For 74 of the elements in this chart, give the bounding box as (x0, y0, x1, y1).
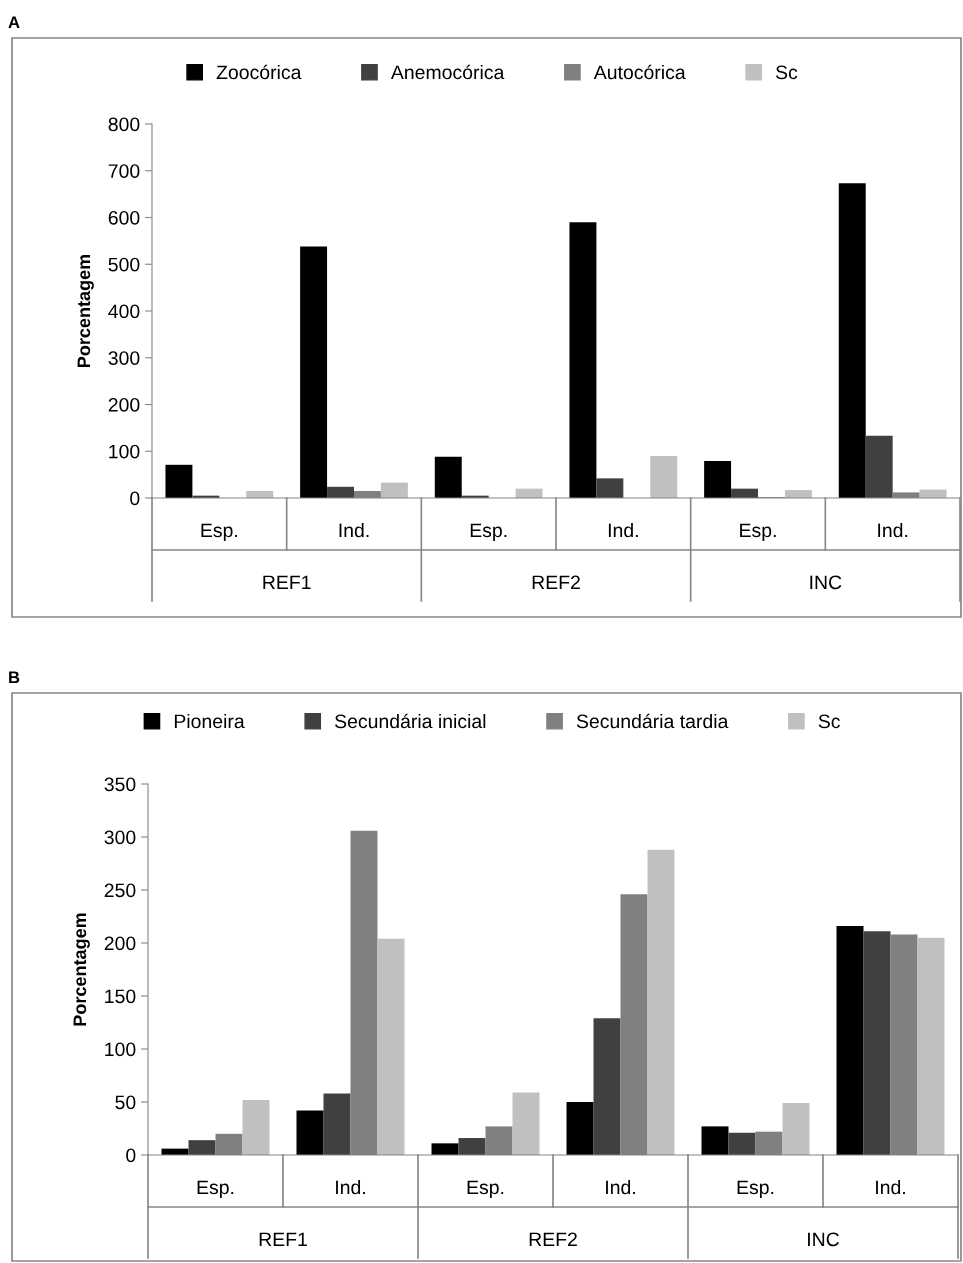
y-tick-label: 100 (105, 1042, 136, 1057)
y-axis-title: Porcentagem (73, 913, 90, 1026)
y-tick-label: 300 (104, 830, 136, 845)
x-tick-label: Ind. (878, 522, 908, 538)
x-tick-label: Esp. (470, 523, 507, 542)
text: B (9, 671, 20, 683)
text: REF2 (532, 575, 580, 590)
bar (593, 1018, 621, 1155)
x-tick-label: Esp. (197, 1180, 234, 1199)
bar (188, 1140, 216, 1155)
x-tick-label: Esp. (737, 1180, 774, 1199)
y-tick-label: 200 (108, 397, 140, 412)
bar (836, 926, 864, 1155)
bar (917, 937, 945, 1155)
bar (434, 456, 462, 498)
y-tick-label: 150 (105, 989, 136, 1004)
bar (242, 1099, 270, 1155)
bar (728, 1132, 756, 1155)
x-tick-label: Ind. (876, 1179, 905, 1195)
bar (458, 1138, 486, 1155)
bar (782, 1103, 810, 1155)
bar (377, 938, 405, 1155)
x-tick-label: Esp. (467, 1180, 504, 1199)
y-tick-label: 50 (115, 1095, 136, 1110)
x-tick-label: Ind. (606, 1179, 635, 1195)
y-tick-label: 400 (108, 304, 140, 319)
bar (701, 1126, 729, 1155)
text: INC (808, 1232, 839, 1247)
bar (838, 183, 866, 498)
y-tick-label: 800 (108, 117, 140, 132)
bar (512, 1092, 540, 1155)
bar (566, 1102, 594, 1155)
legend-label: Secundária inicial (335, 713, 486, 729)
bar (647, 849, 675, 1155)
bar (165, 464, 193, 498)
bar (380, 482, 408, 498)
text: REF1 (263, 575, 311, 590)
legend-label: Zoocórica (216, 64, 302, 80)
bar (704, 461, 732, 498)
bar (300, 246, 328, 498)
y-tick-label: 100 (109, 444, 140, 459)
legend-label: Secundária tardia (576, 713, 729, 729)
legend-label: Autocórica (593, 64, 686, 80)
x-tick-label: Esp. (740, 523, 776, 542)
y-tick-label: 0 (126, 1148, 136, 1163)
text: REF2 (529, 1232, 577, 1247)
x-tick-label: Ind. (336, 1179, 365, 1195)
y-tick-label: 700 (108, 164, 140, 178)
y-tick-label: 600 (108, 210, 140, 225)
bar (863, 931, 891, 1155)
bar (596, 478, 624, 498)
legend-label: Sc (818, 714, 840, 729)
text: INC (810, 575, 842, 590)
y-tick-label: 0 (130, 491, 140, 506)
y-tick-label: 300 (108, 351, 140, 365)
y-tick-label: 200 (104, 936, 136, 951)
y-tick-label: 500 (108, 257, 140, 272)
y-tick-label: 250 (104, 883, 136, 898)
y-axis-title: Porcentagem (77, 254, 94, 367)
legend-label: Pioneira (174, 713, 245, 729)
x-tick-label: Ind. (608, 522, 638, 538)
bar (431, 1143, 459, 1155)
bar (323, 1093, 351, 1155)
legend-label: Sc (775, 65, 798, 80)
x-tick-label: Esp. (201, 523, 238, 542)
bar (865, 435, 893, 498)
text: A (8, 16, 20, 28)
text: REF1 (259, 1232, 307, 1247)
x-tick-label: Ind. (339, 522, 369, 538)
legend-label: Anemocórica (390, 64, 505, 80)
bar (569, 222, 597, 498)
bar (296, 1110, 324, 1155)
bar (650, 455, 678, 498)
y-tick-label: 350 (104, 777, 136, 792)
